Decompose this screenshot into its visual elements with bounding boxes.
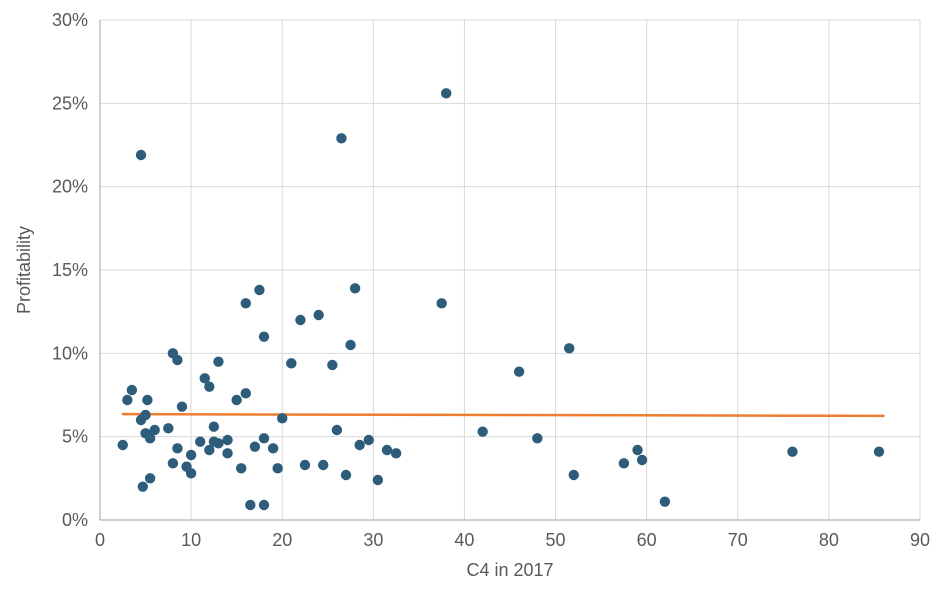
data-point [514,366,524,376]
data-point [637,455,647,465]
scatter-chart: 0 10 20 30 40 50 60 70 80 90 0% 5% 10% 15% 20% 25% 30% C4… [0,0,940,592]
data-point [391,448,401,458]
data-point [145,473,155,483]
data-point [209,421,219,431]
data-point [436,298,446,308]
data-point [286,358,296,368]
x-tick-label: 30 [363,530,383,550]
x-tick-label: 0 [95,530,105,550]
data-point [569,470,579,480]
y-tick-label: 25% [52,93,88,113]
x-tick-label: 10 [181,530,201,550]
data-point [136,150,146,160]
data-point [354,440,364,450]
y-tick-label: 0% [62,510,88,530]
data-point [142,395,152,405]
data-point [127,385,137,395]
data-point [350,283,360,293]
data-point [172,355,182,365]
data-point [259,433,269,443]
data-point [254,285,264,295]
x-tick-label: 60 [637,530,657,550]
y-tick-label: 15% [52,260,88,280]
data-point [336,133,346,143]
data-point [118,440,128,450]
y-tick-label: 5% [62,427,88,447]
data-point [268,443,278,453]
data-point [149,425,159,435]
x-tick-label: 80 [819,530,839,550]
data-point [313,310,323,320]
data-point [345,340,355,350]
y-axis-label: Profitability [14,226,34,314]
data-point [231,395,241,405]
data-point [213,438,223,448]
data-point [222,448,232,458]
data-point [787,446,797,456]
y-tick-label: 30% [52,10,88,30]
data-point [172,443,182,453]
data-point [532,433,542,443]
data-point [138,481,148,491]
data-point [332,425,342,435]
data-point [660,496,670,506]
x-tick-label: 50 [546,530,566,550]
data-point [341,470,351,480]
data-point [632,445,642,455]
data-point [441,88,451,98]
data-point [236,463,246,473]
x-axis-label: C4 in 2017 [466,560,553,580]
x-tick-label: 70 [728,530,748,550]
data-point [373,475,383,485]
y-tick-label: 20% [52,177,88,197]
data-point [259,331,269,341]
data-point [163,423,173,433]
data-point [245,500,255,510]
data-point [140,410,150,420]
data-point [241,298,251,308]
data-point [250,441,260,451]
data-point [222,435,232,445]
data-point [168,458,178,468]
data-point [477,426,487,436]
data-point [195,436,205,446]
data-point [327,360,337,370]
scatter-svg: 0 10 20 30 40 50 60 70 80 90 0% 5% 10% 15% 20% 25% 30% C4… [0,0,940,592]
data-point [364,435,374,445]
data-point [204,381,214,391]
data-point [564,343,574,353]
x-tick-label: 40 [454,530,474,550]
trend-line [123,414,884,416]
y-tick-label: 10% [52,343,88,363]
data-point [186,468,196,478]
data-point [874,446,884,456]
data-point [272,463,282,473]
x-tick-label: 90 [910,530,930,550]
data-point [382,445,392,455]
data-point [259,500,269,510]
data-point [318,460,328,470]
data-point [122,395,132,405]
x-tick-label: 20 [272,530,292,550]
data-point [241,388,251,398]
data-point [213,356,223,366]
data-point [295,315,305,325]
data-point [277,413,287,423]
data-point [300,460,310,470]
data-point [619,458,629,468]
data-point [177,401,187,411]
data-point [186,450,196,460]
